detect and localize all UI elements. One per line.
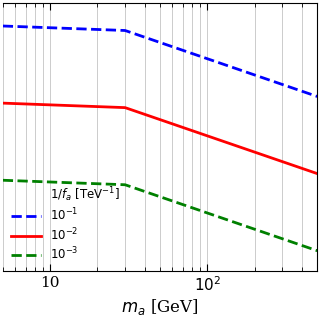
X-axis label: $m_a$ [GeV]: $m_a$ [GeV]	[121, 297, 199, 317]
Legend: $1/f_a\ [\mathrm{TeV}^{-1}]$, $10^{-1}$, $10^{-2}$, $10^{-3}$: $1/f_a\ [\mathrm{TeV}^{-1}]$, $10^{-1}$,…	[7, 182, 124, 266]
